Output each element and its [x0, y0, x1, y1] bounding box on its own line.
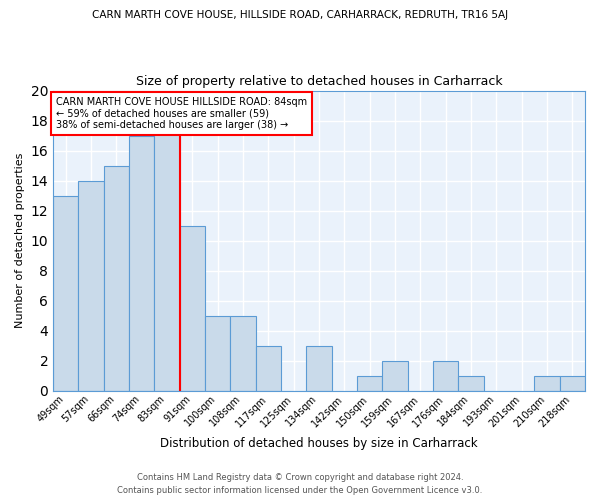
Bar	[307, 346, 332, 391]
Bar	[535, 376, 560, 391]
Bar	[129, 136, 154, 391]
Text: CARN MARTH COVE HOUSE HILLSIDE ROAD: 84sqm
← 59% of detached houses are smaller : CARN MARTH COVE HOUSE HILLSIDE ROAD: 84s…	[56, 96, 307, 130]
Text: Contains HM Land Registry data © Crown copyright and database right 2024.
Contai: Contains HM Land Registry data © Crown c…	[118, 474, 482, 495]
Text: CARN MARTH COVE HOUSE, HILLSIDE ROAD, CARHARRACK, REDRUTH, TR16 5AJ: CARN MARTH COVE HOUSE, HILLSIDE ROAD, CA…	[92, 10, 508, 20]
Bar	[154, 106, 180, 391]
Bar	[205, 316, 230, 391]
Bar	[382, 361, 408, 391]
Bar	[560, 376, 585, 391]
Y-axis label: Number of detached properties: Number of detached properties	[15, 153, 25, 328]
Bar	[79, 180, 104, 391]
Bar	[230, 316, 256, 391]
Bar	[256, 346, 281, 391]
Title: Size of property relative to detached houses in Carharrack: Size of property relative to detached ho…	[136, 75, 502, 88]
X-axis label: Distribution of detached houses by size in Carharrack: Distribution of detached houses by size …	[160, 437, 478, 450]
Bar	[458, 376, 484, 391]
Bar	[357, 376, 382, 391]
Bar	[180, 226, 205, 391]
Bar	[104, 166, 129, 391]
Bar	[433, 361, 458, 391]
Bar	[53, 196, 79, 391]
